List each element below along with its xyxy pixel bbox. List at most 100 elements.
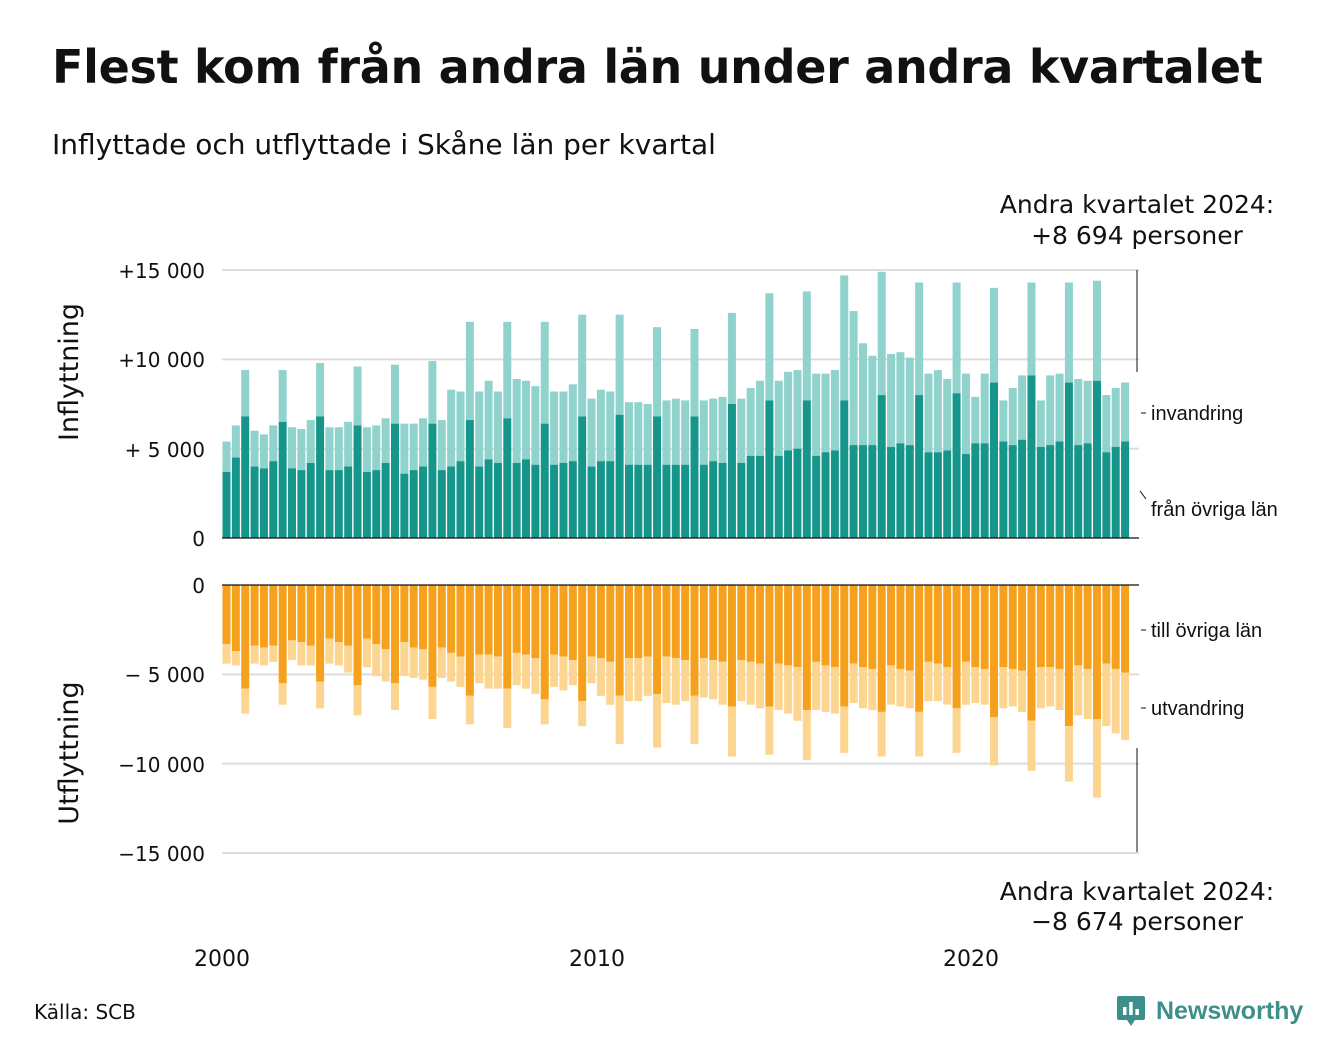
bar-fran-ovriga-lan <box>278 421 287 538</box>
bars <box>222 271 1130 798</box>
bar-fran-ovriga-lan <box>559 462 568 538</box>
bar-utvandring <box>784 665 793 714</box>
bar-utvandring <box>1008 668 1017 707</box>
bar-utvandring <box>1036 667 1045 709</box>
bar-till-ovriga-lan <box>737 585 746 661</box>
bar-till-ovriga-lan <box>718 585 727 662</box>
bar-invandring <box>596 389 605 462</box>
bar-fran-ovriga-lan <box>887 446 896 538</box>
bar-invandring <box>493 391 502 463</box>
bar-till-ovriga-lan <box>231 585 240 652</box>
bar-fran-ovriga-lan <box>653 416 662 538</box>
bar-utvandring <box>1064 726 1073 782</box>
bar-invandring <box>353 366 362 426</box>
bar-utvandring <box>915 711 924 757</box>
bar-till-ovriga-lan <box>344 585 353 646</box>
bar-invandring <box>746 387 755 456</box>
bar-invandring <box>1092 280 1101 381</box>
bar-till-ovriga-lan <box>334 585 343 643</box>
bar-fran-ovriga-lan <box>512 462 521 538</box>
xtick-2010: 2010 <box>569 947 625 972</box>
bar-till-ovriga-lan <box>802 585 811 711</box>
bar-till-ovriga-lan <box>905 585 914 671</box>
bar-utvandring <box>849 663 858 703</box>
bar-fran-ovriga-lan <box>699 464 708 538</box>
bar-fran-ovriga-lan <box>793 448 802 538</box>
bar-invandring <box>503 321 512 419</box>
bar-utvandring <box>250 645 259 664</box>
bar-till-ovriga-lan <box>699 585 708 659</box>
bar-utvandring <box>550 654 559 687</box>
bar-invandring <box>915 282 924 396</box>
bar-fran-ovriga-lan <box>390 423 399 538</box>
bar-invandring <box>1111 387 1120 447</box>
bar-invandring <box>868 355 877 446</box>
bar-fran-ovriga-lan <box>774 455 783 538</box>
source-note: Källa: SCB <box>34 1000 136 1024</box>
bar-invandring <box>952 282 961 394</box>
bar-invandring <box>709 398 718 462</box>
bar-invandring <box>1027 282 1036 376</box>
bar-invandring <box>522 380 531 460</box>
bar-till-ovriga-lan <box>475 585 484 655</box>
bar-fran-ovriga-lan <box>624 464 633 538</box>
bar-invandring <box>653 327 662 417</box>
bar-till-ovriga-lan <box>746 585 755 662</box>
bar-invandring <box>222 441 231 472</box>
bar-till-ovriga-lan <box>943 585 952 668</box>
bar-invandring <box>990 287 999 383</box>
bar-invandring <box>699 400 708 465</box>
bar-utvandring <box>493 656 502 689</box>
brand-name: Newsworthy <box>1156 996 1304 1025</box>
ytick-top-0: 0 <box>192 527 205 551</box>
bar-invandring <box>1055 373 1064 442</box>
bar-till-ovriga-lan <box>990 585 999 718</box>
bar-fran-ovriga-lan <box>400 473 409 538</box>
bar-till-ovriga-lan <box>774 585 783 664</box>
bar-utvandring <box>727 706 736 757</box>
bar-invandring <box>830 370 839 451</box>
bar-till-ovriga-lan <box>830 585 839 668</box>
bar-till-ovriga-lan <box>316 585 325 682</box>
bar-utvandring <box>409 647 418 678</box>
bar-fran-ovriga-lan <box>830 450 839 538</box>
bar-invandring <box>877 271 886 396</box>
bar-utvandring <box>877 711 886 757</box>
bar-invandring <box>980 373 989 444</box>
bar-utvandring <box>419 649 428 680</box>
bar-utvandring <box>362 638 371 668</box>
bar-invandring <box>802 291 811 401</box>
bar-utvandring <box>896 668 905 707</box>
bar-fran-ovriga-lan <box>316 416 325 538</box>
bar-utvandring <box>887 665 896 705</box>
bar-fran-ovriga-lan <box>1046 445 1055 538</box>
bar-till-ovriga-lan <box>578 585 587 702</box>
bar-till-ovriga-lan <box>297 585 306 643</box>
bar-invandring <box>1083 380 1092 444</box>
bar-till-ovriga-lan <box>512 585 521 653</box>
bar-till-ovriga-lan <box>362 585 371 639</box>
bar-utvandring <box>606 661 615 705</box>
bar-fran-ovriga-lan <box>662 464 671 538</box>
bar-utvandring <box>484 654 493 689</box>
bar-fran-ovriga-lan <box>615 414 624 538</box>
bar-utvandring <box>615 695 624 745</box>
bar-invandring <box>587 398 596 467</box>
bar-invandring <box>812 373 821 456</box>
bar-fran-ovriga-lan <box>643 464 652 538</box>
bar-fran-ovriga-lan <box>784 450 793 538</box>
bar-invandring <box>643 404 652 465</box>
bar-utvandring <box>334 642 343 666</box>
bar-invandring <box>615 314 624 415</box>
bar-utvandring <box>690 695 699 745</box>
bar-fran-ovriga-lan <box>840 400 849 538</box>
bar-till-ovriga-lan <box>887 585 896 666</box>
bar-utvandring <box>231 651 240 666</box>
bar-utvandring <box>587 656 596 684</box>
bar-fran-ovriga-lan <box>709 461 718 538</box>
bar-till-ovriga-lan <box>933 585 942 664</box>
bar-fran-ovriga-lan <box>1036 446 1045 538</box>
bar-fran-ovriga-lan <box>868 445 877 538</box>
bar-utvandring <box>325 638 334 664</box>
bar-utvandring <box>624 658 633 702</box>
